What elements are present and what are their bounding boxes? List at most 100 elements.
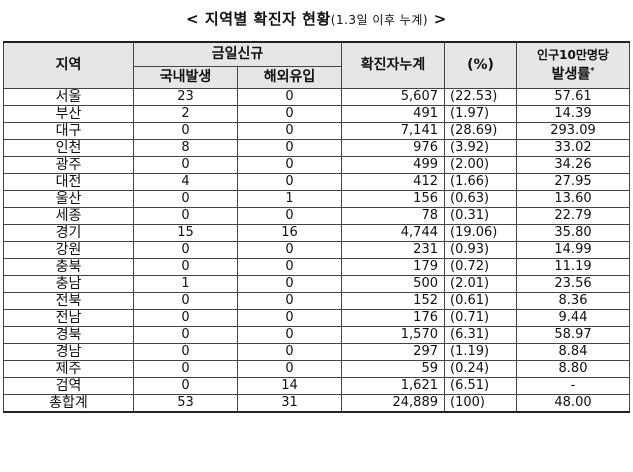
cell-rate: 23.56	[516, 274, 630, 293]
table-row: 전북 0 0 152 (0.61) 8.36	[3, 291, 630, 310]
cell-overseas: 0	[237, 240, 342, 259]
table-title: < 지역별 확진자 현황(1.3일 이후 누계) >	[0, 8, 633, 29]
cell-domestic: 0	[133, 189, 238, 208]
cell-overseas: 0	[237, 87, 342, 106]
cell-region: 인천	[3, 138, 134, 157]
cell-rate: 8.36	[516, 291, 630, 310]
cell-cumulative: 1,570	[341, 325, 445, 344]
table-row: 광주 0 0 499 (2.00) 34.26	[3, 155, 630, 174]
cell-percent: (6.31)	[444, 325, 517, 344]
cell-overseas: 0	[237, 104, 342, 123]
cell-cumulative: 4,744	[341, 223, 445, 242]
table-row: 강원 0 0 231 (0.93) 14.99	[3, 240, 630, 259]
table-row: 서울 23 0 5,607 (22.53) 57.61	[3, 87, 630, 106]
cell-rate: 8.80	[516, 359, 630, 378]
header-new-today: 금일신규	[133, 41, 342, 67]
cell-domestic: 0	[133, 359, 238, 378]
cell-region: 대전	[3, 172, 134, 191]
cell-domestic: 0	[133, 206, 238, 225]
cell-region: 전북	[3, 291, 134, 310]
cell-overseas: 0	[237, 359, 342, 378]
cell-region: 서울	[3, 87, 134, 106]
cell-overseas: 0	[237, 257, 342, 276]
header-region: 지역	[3, 41, 134, 89]
header-cumulative: 확진자누계	[341, 41, 445, 89]
cell-rate: 34.26	[516, 155, 630, 174]
cell-rate: 11.19	[516, 257, 630, 276]
cell-cumulative: 499	[341, 155, 445, 174]
cell-percent: (19.06)	[444, 223, 517, 242]
cell-overseas: 14	[237, 376, 342, 395]
cell-domestic: 0	[133, 342, 238, 361]
cell-domestic: 0	[133, 155, 238, 174]
cell-rate: 13.60	[516, 189, 630, 208]
table-row: 대전 4 0 412 (1.66) 27.95	[3, 172, 630, 191]
table-row: 충남 1 0 500 (2.01) 23.56	[3, 274, 630, 293]
cell-region: 세종	[3, 206, 134, 225]
cell-domestic: 0	[133, 291, 238, 310]
header-percent: (%)	[444, 41, 517, 89]
title-end: >	[428, 10, 447, 28]
title-sub: (1.3일 이후 누계)	[330, 13, 429, 27]
cell-rate: 35.80	[516, 223, 630, 242]
header-rate: 인구10만명당 발생률*	[516, 41, 630, 89]
cell-domestic: 15	[133, 223, 238, 242]
cell-domestic: 0	[133, 308, 238, 327]
cell-region: 총합계	[3, 393, 134, 413]
cell-domestic: 0	[133, 376, 238, 395]
cell-percent: (1.97)	[444, 104, 517, 123]
table-row: 울산 0 1 156 (0.63) 13.60	[3, 189, 630, 208]
table-row: 전남 0 0 176 (0.71) 9.44	[3, 308, 630, 327]
cell-overseas: 0	[237, 342, 342, 361]
table-row: 충북 0 0 179 (0.72) 11.19	[3, 257, 630, 276]
table-row: 경기 15 16 4,744 (19.06) 35.80	[3, 223, 630, 242]
table-row: 총합계 53 31 24,889 (100) 48.00	[3, 393, 630, 413]
cell-rate: 14.99	[516, 240, 630, 259]
cell-cumulative: 231	[341, 240, 445, 259]
cell-rate: 33.02	[516, 138, 630, 157]
cell-rate: 9.44	[516, 308, 630, 327]
header-rate-line1: 인구10만명당	[537, 48, 609, 63]
cell-region: 대구	[3, 121, 134, 140]
cell-percent: (0.93)	[444, 240, 517, 259]
cell-domestic: 0	[133, 257, 238, 276]
cell-percent: (100)	[444, 393, 517, 413]
cell-percent: (2.00)	[444, 155, 517, 174]
cell-rate: 8.84	[516, 342, 630, 361]
cell-percent: (1.66)	[444, 172, 517, 191]
cell-region: 경기	[3, 223, 134, 242]
cell-overseas: 0	[237, 172, 342, 191]
table-row: 세종 0 0 78 (0.31) 22.79	[3, 206, 630, 225]
cell-overseas: 0	[237, 325, 342, 344]
table-row: 대구 0 0 7,141 (28.69) 293.09	[3, 121, 630, 140]
title-main: < 지역별 확진자 현황	[186, 10, 331, 28]
cell-percent: (22.53)	[444, 87, 517, 106]
cell-percent: (1.19)	[444, 342, 517, 361]
cell-cumulative: 500	[341, 274, 445, 293]
cell-region: 광주	[3, 155, 134, 174]
cell-domestic: 23	[133, 87, 238, 106]
cell-cumulative: 5,607	[341, 87, 445, 106]
cell-percent: (0.72)	[444, 257, 517, 276]
cell-rate: 22.79	[516, 206, 630, 225]
header-rate-mark: *	[590, 66, 595, 76]
header-rate-line2-wrap: 발생률*	[521, 63, 625, 83]
table-row: 경북 0 0 1,570 (6.31) 58.97	[3, 325, 630, 344]
cell-overseas: 0	[237, 206, 342, 225]
cell-cumulative: 976	[341, 138, 445, 157]
cell-domestic: 4	[133, 172, 238, 191]
cell-domestic: 0	[133, 325, 238, 344]
header-overseas: 해외유입	[237, 65, 342, 89]
cell-domestic: 0	[133, 121, 238, 140]
cell-rate: 14.39	[516, 104, 630, 123]
cell-cumulative: 297	[341, 342, 445, 361]
header-domestic: 국내발생	[133, 65, 238, 89]
cell-cumulative: 78	[341, 206, 445, 225]
cell-overseas: 0	[237, 138, 342, 157]
cell-cumulative: 412	[341, 172, 445, 191]
cell-rate: 58.97	[516, 325, 630, 344]
table-row: 부산 2 0 491 (1.97) 14.39	[3, 104, 630, 123]
regional-cases-table: 지역 금일신규 확진자누계 (%) 인구10만명당 발생률* 국내발생 해외유입…	[3, 41, 630, 413]
cell-rate: 48.00	[516, 393, 630, 413]
cell-overseas: 1	[237, 189, 342, 208]
